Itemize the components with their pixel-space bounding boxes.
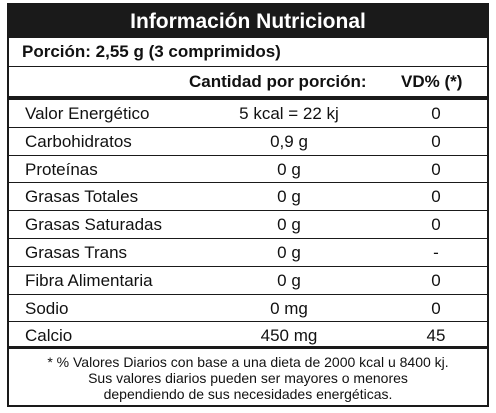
nutrient-amount: 5 kcal = 22 kj: [239, 104, 339, 123]
nutrient-amount: 0 g: [277, 187, 301, 207]
footnote-line: dependiendo de sus necesidades energétic…: [103, 386, 393, 403]
nutrient-name: Grasas Saturadas: [25, 215, 163, 235]
nutrient-row-energy: Valor Energético 5 kcal = 22 kj 0: [9, 100, 487, 128]
nutrient-name: Grasas Trans: [25, 242, 128, 262]
nutrient-name: Fibra Alimentaria: [25, 270, 153, 290]
footnote-line: Sus valores diarios pueden ser mayores o…: [88, 370, 408, 387]
nutrient-amount: 450 mg: [260, 326, 318, 346]
footnote-line: * % Valores Diarios con base a una dieta…: [47, 354, 449, 371]
nutrient-dv: 0: [431, 215, 441, 235]
nutrient-name: Proteínas: [25, 159, 98, 179]
table-header: Cantidad por porción: VD% (*): [9, 67, 487, 100]
nutrient-row-fiber: Fibra Alimentaria 0 g 0: [9, 267, 487, 295]
dv-header: VD% (*): [401, 72, 463, 91]
nutrient-row-carbohydrates: Carbohidratos 0,9 g 0: [9, 128, 487, 156]
nutrient-name: Grasas Totales: [25, 187, 139, 207]
nutrient-amount: 0 g: [277, 159, 301, 179]
nutrient-name: Carbohidratos: [25, 131, 132, 151]
nutrient-dv: 0: [431, 187, 441, 207]
nutrient-dv: 0: [431, 270, 441, 290]
nutrient-row-trans-fat: Grasas Trans 0 g -: [9, 239, 487, 267]
footnote: * % Valores Diarios con base a una dieta…: [9, 349, 487, 402]
nutrient-row-calcium: Calcio 450 mg 45: [9, 322, 487, 350]
nutrition-title: Información Nutricional: [9, 5, 487, 38]
nutrient-row-total-fat: Grasas Totales 0 g 0: [9, 183, 487, 212]
nutrient-row-proteins: Proteínas 0 g 0: [9, 156, 487, 184]
nutrient-row-saturated-fat: Grasas Saturadas 0 g 0: [9, 211, 487, 239]
nutrient-amount: 0 g: [277, 270, 301, 290]
amount-header: Cantidad por porción:: [189, 72, 367, 91]
nutrient-amount: 0,9 g: [270, 131, 308, 151]
portion-size: Porción: 2,55 g (3 comprimidos): [9, 38, 487, 67]
nutrient-dv: 0: [431, 104, 441, 123]
nutrient-amount: 0 mg: [270, 298, 308, 318]
nutrient-dv: 0: [431, 131, 441, 151]
nutrient-dv: 0: [431, 298, 441, 318]
nutrient-name: Calcio: [25, 326, 73, 346]
nutrition-facts-panel: Información Nutricional Porción: 2,55 g …: [7, 3, 489, 407]
nutrient-row-sodium: Sodio 0 mg 0: [9, 295, 487, 323]
nutrient-amount: 0 g: [277, 215, 301, 235]
nutrient-dv: -: [433, 242, 439, 262]
nutrient-name: Valor Energético: [25, 104, 150, 123]
nutrient-dv: 45: [426, 326, 446, 346]
nutrient-amount: 0 g: [277, 242, 301, 262]
nutrient-dv: 0: [431, 159, 441, 179]
nutrient-name: Sodio: [25, 298, 69, 318]
